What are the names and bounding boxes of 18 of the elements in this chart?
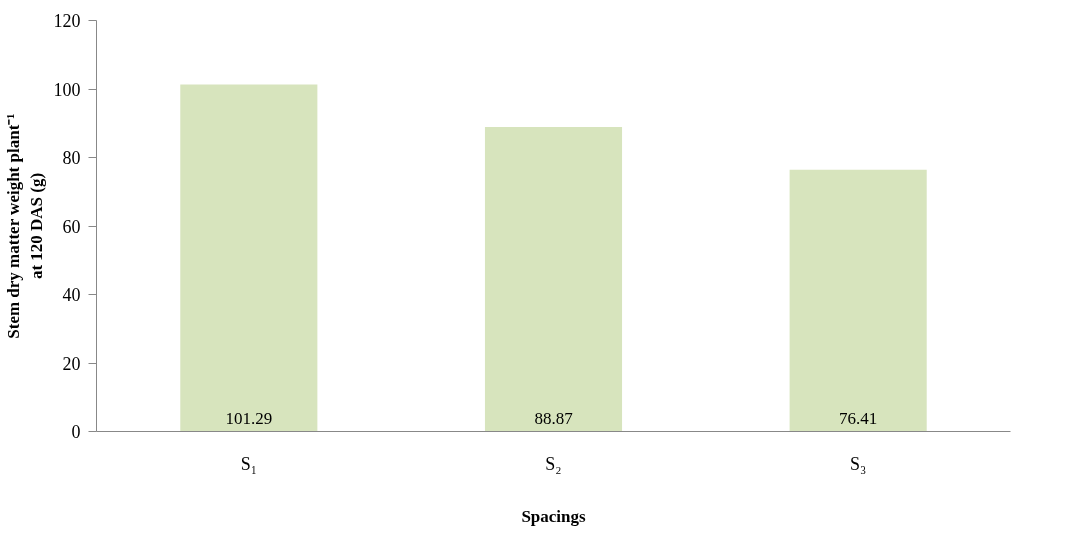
y-tick-label: 20 <box>62 353 81 374</box>
y-tick-label: 120 <box>53 11 81 31</box>
x-axis-title: Spacings <box>521 506 587 526</box>
x-tick-label: S₂ <box>545 453 562 474</box>
data-label: 76.41 <box>839 408 878 428</box>
y-axis-title: Stem dry matter weight plant⁻¹ at 120 DAS (g) <box>3 113 46 339</box>
data-label: 101.29 <box>225 408 273 428</box>
bar <box>789 169 927 432</box>
y-tick-label: 0 <box>71 422 81 442</box>
x-tick-label: S₁ <box>240 453 257 474</box>
x-tick-label: S₃ <box>850 453 867 474</box>
y-tick-label: 80 <box>62 148 81 168</box>
bar <box>180 84 318 432</box>
y-tick-label: 100 <box>53 79 81 100</box>
y-tick-label: 60 <box>62 216 81 237</box>
data-label: 88.87 <box>534 408 574 428</box>
y-tick-label: 40 <box>62 285 81 305</box>
bar <box>484 127 623 432</box>
